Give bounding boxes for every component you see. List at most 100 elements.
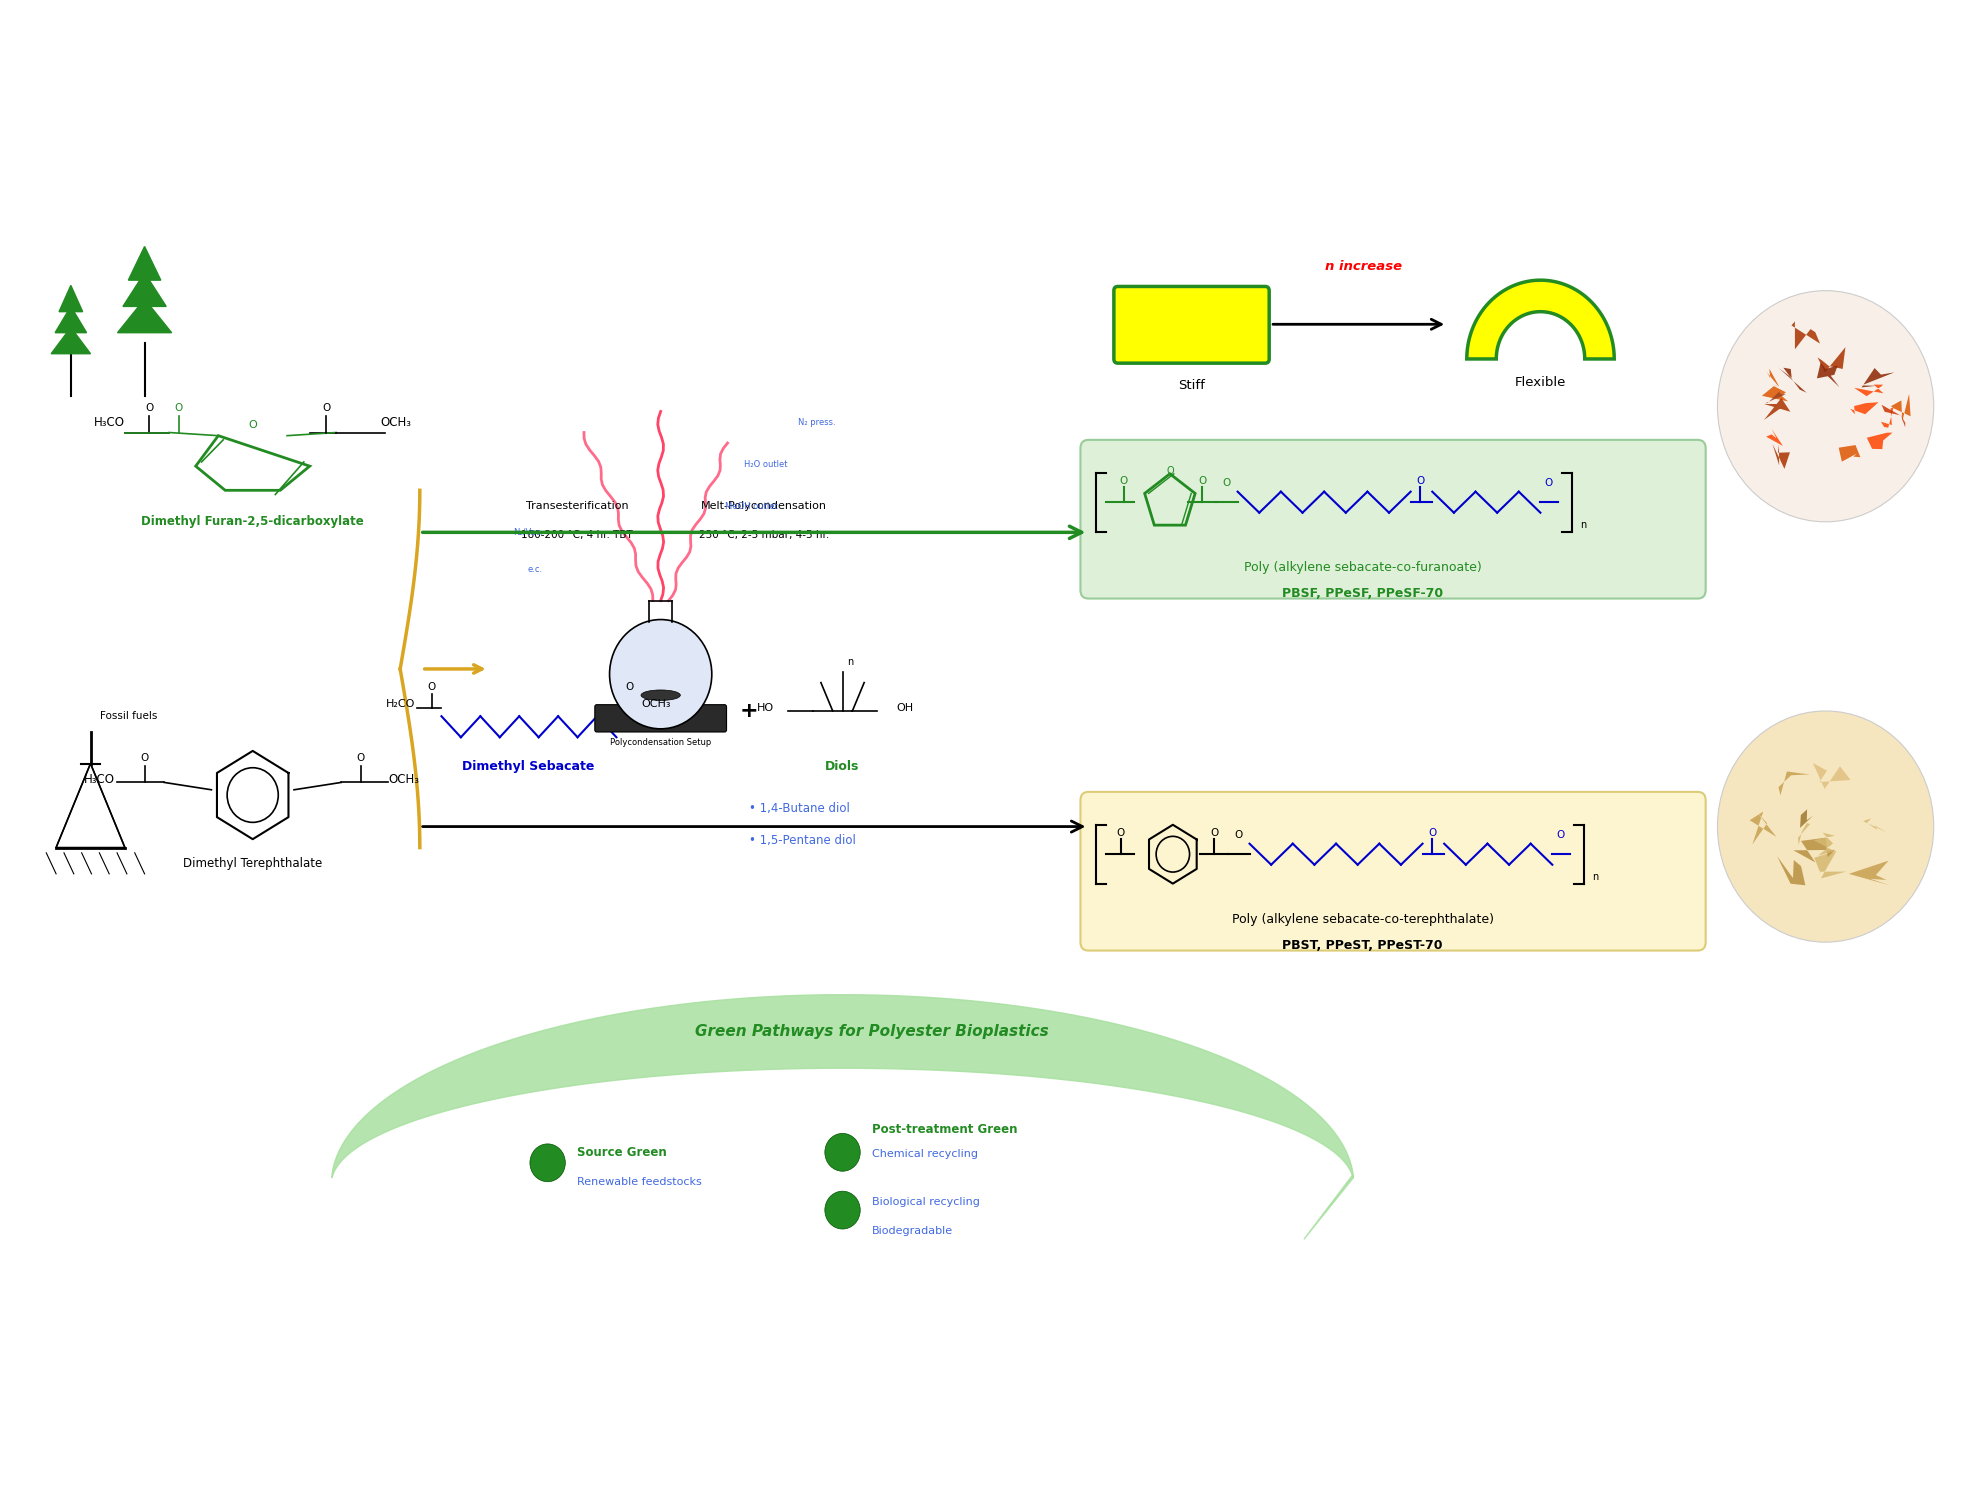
Text: O: O — [1416, 477, 1424, 486]
Polygon shape — [1762, 386, 1788, 401]
FancyArrowPatch shape — [544, 1146, 550, 1179]
Text: n: n — [847, 656, 853, 667]
Text: Transesterification: Transesterification — [527, 500, 628, 511]
Text: n: n — [1592, 872, 1598, 882]
Polygon shape — [1305, 1175, 1352, 1240]
Text: • 1,4-Butane diol: • 1,4-Butane diol — [748, 802, 849, 815]
Polygon shape — [117, 298, 172, 333]
Text: O: O — [1119, 477, 1129, 486]
Polygon shape — [55, 306, 87, 333]
Ellipse shape — [26, 260, 204, 407]
FancyBboxPatch shape — [594, 705, 727, 732]
Text: 180-200 °C, 4 hr. TBT: 180-200 °C, 4 hr. TBT — [521, 530, 634, 541]
Text: Melt-Polycondensation: Melt-Polycondensation — [701, 500, 828, 511]
Text: OCH₃: OCH₃ — [642, 698, 671, 708]
Text: Renewable feedstocks: Renewable feedstocks — [576, 1176, 701, 1187]
Text: H₃CO: H₃CO — [83, 772, 115, 786]
Text: OH: OH — [897, 702, 913, 713]
Text: H₃CO: H₃CO — [93, 416, 125, 429]
Polygon shape — [1750, 811, 1776, 845]
Polygon shape — [1772, 444, 1790, 469]
Polygon shape — [1861, 368, 1895, 388]
Polygon shape — [1778, 771, 1810, 796]
FancyBboxPatch shape — [1081, 792, 1705, 950]
Text: O: O — [1210, 829, 1218, 838]
Text: Fossil fuels: Fossil fuels — [101, 711, 158, 722]
FancyBboxPatch shape — [1115, 287, 1269, 364]
Circle shape — [610, 619, 711, 729]
Circle shape — [1717, 711, 1934, 941]
Circle shape — [531, 1143, 566, 1182]
Polygon shape — [1839, 446, 1861, 462]
Text: 230 °C, 2-5 mbar, 4-5 hr.: 230 °C, 2-5 mbar, 4-5 hr. — [699, 530, 830, 541]
Polygon shape — [1814, 763, 1851, 789]
Text: Polycondensation Setup: Polycondensation Setup — [610, 738, 711, 747]
Text: O: O — [248, 420, 257, 431]
Polygon shape — [1814, 833, 1835, 855]
Text: O: O — [1428, 829, 1437, 838]
Text: O: O — [428, 682, 436, 692]
Text: O: O — [174, 404, 182, 413]
Polygon shape — [1849, 402, 1879, 414]
Text: O: O — [1236, 830, 1243, 841]
Text: Poly (alkylene sebacate-co-furanoate): Poly (alkylene sebacate-co-furanoate) — [1243, 560, 1481, 573]
Text: O: O — [1556, 830, 1564, 841]
Text: Dimethyl Sebacate: Dimethyl Sebacate — [461, 760, 594, 774]
Text: Biological recycling: Biological recycling — [871, 1197, 980, 1207]
Text: O: O — [626, 682, 634, 692]
Polygon shape — [1881, 405, 1905, 428]
Polygon shape — [1849, 861, 1891, 885]
Polygon shape — [1792, 321, 1820, 349]
Polygon shape — [1776, 855, 1806, 885]
Polygon shape — [1863, 818, 1887, 833]
Text: OCH₃: OCH₃ — [388, 772, 420, 786]
Text: • 1,5-Pentane diol: • 1,5-Pentane diol — [748, 833, 855, 846]
Text: HO: HO — [756, 702, 774, 713]
Text: n increase: n increase — [1325, 260, 1402, 273]
Text: MeOH outlet: MeOH outlet — [725, 502, 778, 511]
Text: Green Pathways for Polyester Bioplastics: Green Pathways for Polyester Bioplastics — [695, 1025, 1049, 1039]
Text: n: n — [1580, 520, 1586, 530]
Polygon shape — [1867, 432, 1893, 448]
Polygon shape — [51, 327, 91, 353]
Polygon shape — [333, 995, 1352, 1178]
Text: H₂CO: H₂CO — [386, 698, 416, 708]
Text: Flexible: Flexible — [1515, 376, 1566, 389]
Polygon shape — [1766, 429, 1782, 446]
Text: N₂ press.: N₂ press. — [798, 417, 836, 426]
Text: Dimethyl Furan-2,5-dicarboxylate: Dimethyl Furan-2,5-dicarboxylate — [141, 515, 364, 529]
Text: Post-treatment Green: Post-treatment Green — [871, 1123, 1018, 1136]
Text: O: O — [1544, 478, 1552, 489]
Text: PBST, PPeST, PPeST-70: PBST, PPeST, PPeST-70 — [1283, 939, 1443, 952]
Text: O: O — [323, 404, 331, 413]
Polygon shape — [59, 285, 83, 312]
Text: e.c.: e.c. — [529, 564, 543, 573]
Text: Poly (alkylene sebacate-co-terephthalate): Poly (alkylene sebacate-co-terephthalate… — [1232, 913, 1493, 925]
Polygon shape — [123, 273, 166, 306]
Text: Diols: Diols — [826, 760, 859, 774]
Text: Chemical recycling: Chemical recycling — [871, 1149, 978, 1160]
Text: O: O — [145, 404, 154, 413]
Polygon shape — [1814, 851, 1845, 879]
Polygon shape — [1891, 394, 1911, 422]
Text: H₂O outlet: H₂O outlet — [744, 459, 788, 469]
Text: PBSF, PPeSF, PPeSF-70: PBSF, PPeSF, PPeSF-70 — [1281, 587, 1443, 600]
Circle shape — [826, 1191, 859, 1230]
Text: O: O — [1166, 466, 1174, 475]
Polygon shape — [129, 247, 160, 281]
Polygon shape — [1764, 398, 1790, 420]
Polygon shape — [1818, 362, 1839, 388]
Text: N₂/Vac.: N₂/Vac. — [513, 527, 543, 538]
Text: O: O — [1224, 478, 1232, 489]
Text: Biodegradable: Biodegradable — [871, 1227, 952, 1236]
Polygon shape — [1766, 391, 1786, 404]
Polygon shape — [1853, 385, 1883, 396]
Text: Source Green: Source Green — [576, 1146, 667, 1158]
Polygon shape — [1818, 347, 1845, 373]
Polygon shape — [1788, 818, 1810, 845]
Polygon shape — [1794, 838, 1835, 863]
Polygon shape — [1881, 407, 1893, 428]
Text: O: O — [356, 753, 364, 763]
Circle shape — [1717, 291, 1934, 521]
Text: Dimethyl Terephthalate: Dimethyl Terephthalate — [182, 857, 323, 870]
